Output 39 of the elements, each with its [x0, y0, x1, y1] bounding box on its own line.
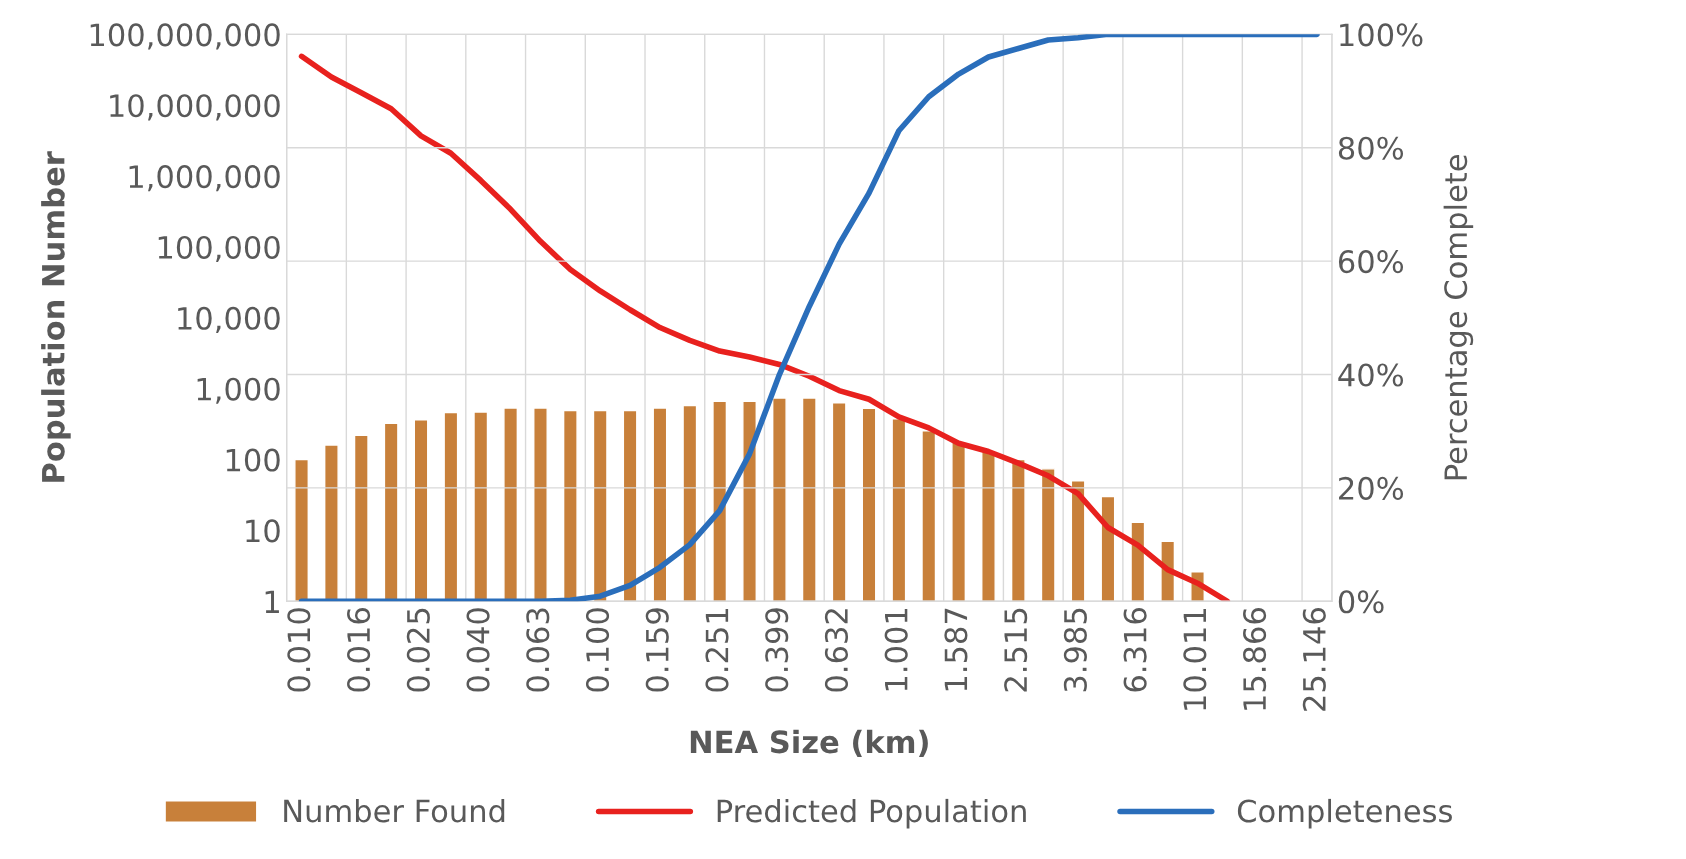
- y-tick-label: 10,000,000: [110, 94, 280, 121]
- x-tick-label: 15.866: [1243, 608, 1267, 710]
- y-tick-label: 100: [226, 448, 280, 472]
- legend-label: Predicted Population: [717, 798, 1026, 829]
- y-tick-label: 10,000: [178, 306, 280, 333]
- x-tick-label: 0.040: [466, 608, 490, 692]
- x-tick-label: 0.010: [287, 608, 311, 692]
- y2-tick-label: 100%: [1340, 23, 1423, 47]
- x-axis-title: NEA Size (km): [690, 729, 928, 757]
- y-tick-label: 10: [246, 519, 280, 543]
- x-tick-label: 1.587: [944, 608, 968, 691]
- x-tick-label: 2.515: [1004, 608, 1028, 692]
- y2-axis-title: Percentage Complete: [1443, 155, 1474, 480]
- y2-tick-label: 0%: [1338, 590, 1384, 614]
- x-tick-label: 0.063: [526, 608, 550, 692]
- x-tick-label: 25.146: [1302, 608, 1326, 711]
- y2-tick-label: 20%: [1339, 476, 1404, 500]
- x-tick-label: 3.985: [1063, 608, 1087, 692]
- x-tick-label: 1.001: [884, 608, 908, 691]
- y-tick-label: 1,000,000: [129, 165, 280, 192]
- y2-tick-label: 60%: [1338, 250, 1404, 274]
- legend-label: Completeness: [1237, 798, 1452, 829]
- y-tick-label: 100,000,000: [90, 23, 280, 50]
- y2-tick-label: 40%: [1338, 363, 1404, 387]
- x-tick-label: 0.159: [645, 608, 669, 692]
- y-tick-label: 1,000: [197, 377, 280, 404]
- x-tick-label: 0.100: [585, 608, 610, 692]
- x-tick-label: 0.399: [765, 608, 789, 692]
- y-tick-label: 100,000: [158, 235, 280, 263]
- y-axis-title: Population Number: [41, 151, 71, 482]
- x-tick-label: 0.016: [347, 608, 371, 692]
- y2-tick-label: 80%: [1338, 136, 1404, 160]
- x-tick-label: 0.251: [705, 608, 729, 692]
- x-tick-label: 0.025: [406, 608, 430, 692]
- y-tick-label: 1: [265, 590, 279, 613]
- x-tick-label: 6.316: [1123, 608, 1147, 692]
- x-tick-label: 10.011: [1183, 608, 1207, 710]
- x-tick-label: 0.632: [824, 609, 849, 692]
- legend-label: Number Found: [284, 798, 505, 823]
